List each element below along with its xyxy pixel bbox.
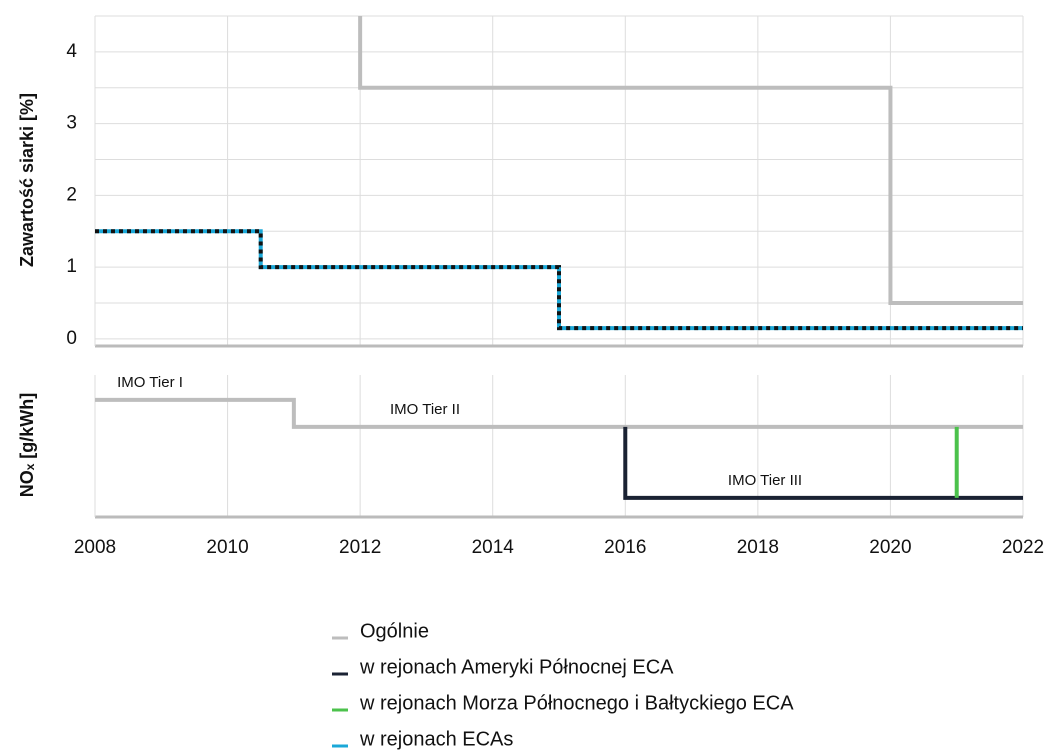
- x-tick-label: 2016: [604, 537, 646, 558]
- y-axis-label: Zawartość siarki [%]: [17, 93, 37, 267]
- x-tick-label: 2022: [1002, 537, 1044, 558]
- y-tick-label: 2: [66, 184, 77, 205]
- x-tick-label: 2018: [737, 537, 779, 558]
- legend-label: Ogólnie: [360, 620, 429, 642]
- annotation: IMO Tier I: [117, 374, 183, 391]
- y-axis-label: NOₓ [g/kWh]: [17, 393, 37, 498]
- x-tick-label: 2014: [472, 537, 515, 558]
- legend-label: w rejonach Morza Północnego i Bałtyckieg…: [359, 692, 794, 714]
- x-tick-label: 2020: [869, 537, 911, 558]
- y-tick-label: 1: [66, 256, 77, 277]
- y-tick-label: 0: [66, 328, 77, 349]
- x-tick-label: 2012: [339, 537, 381, 558]
- series-line: [95, 397, 1023, 429]
- legend-label: w rejonach Ameryki Północnej ECA: [359, 656, 674, 678]
- x-tick-label: 2010: [206, 537, 248, 558]
- x-tick-label: 2008: [74, 537, 116, 558]
- annotation: IMO Tier III: [728, 472, 802, 489]
- series-line: [358, 16, 1023, 305]
- y-tick-label: 4: [66, 41, 77, 62]
- series-line: [623, 426, 1023, 500]
- y-tick-label: 3: [66, 113, 77, 134]
- annotation: IMO Tier II: [390, 401, 460, 418]
- series-line-dots: [95, 229, 1023, 331]
- legend-label: w rejonach ECAs: [359, 728, 513, 750]
